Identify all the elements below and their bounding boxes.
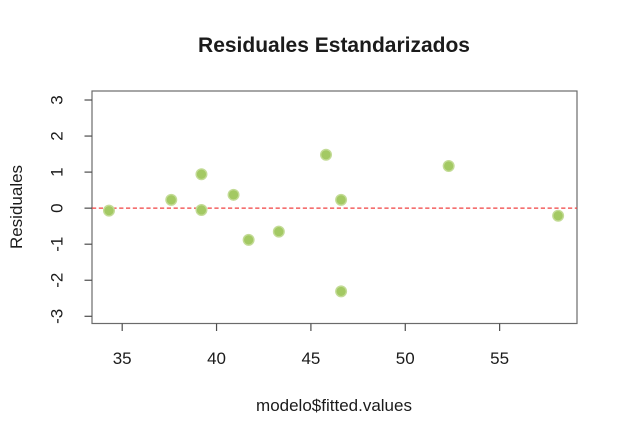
data-point [195,168,208,181]
data-point [442,159,455,172]
chart-title: Residuales Estandarizados [198,34,470,57]
x-tick-label: 35 [113,349,132,368]
y-tick-label: 1 [48,167,67,176]
x-tick-label: 55 [490,349,509,368]
data-point [272,225,285,238]
x-tick-label: 40 [207,349,226,368]
x-tick-label: 50 [396,349,415,368]
y-tick-label: -1 [48,237,67,252]
y-tick-label: 2 [48,131,67,140]
data-point [242,233,255,246]
data-point [552,209,565,222]
y-tick-label: 0 [48,203,67,212]
data-point [165,193,178,206]
y-axis-label: Residuales [7,165,26,249]
y-tick-label: -3 [48,309,67,324]
data-point [227,188,240,201]
data-points [102,148,565,298]
y-tick-label: -2 [48,273,67,288]
data-point [195,203,208,216]
data-point [102,204,115,217]
data-point [320,148,333,161]
y-tick-label: 3 [48,95,67,104]
plot-box [91,90,578,325]
x-tick-label: 45 [301,349,320,368]
y-axis-ticks: -3 -2 -1 0 1 2 3 [48,95,92,324]
x-axis-label: modelo$fitted.values [256,396,412,415]
data-point [335,285,348,298]
x-axis-ticks: 35 40 45 50 55 [113,323,509,368]
data-point [335,193,348,206]
